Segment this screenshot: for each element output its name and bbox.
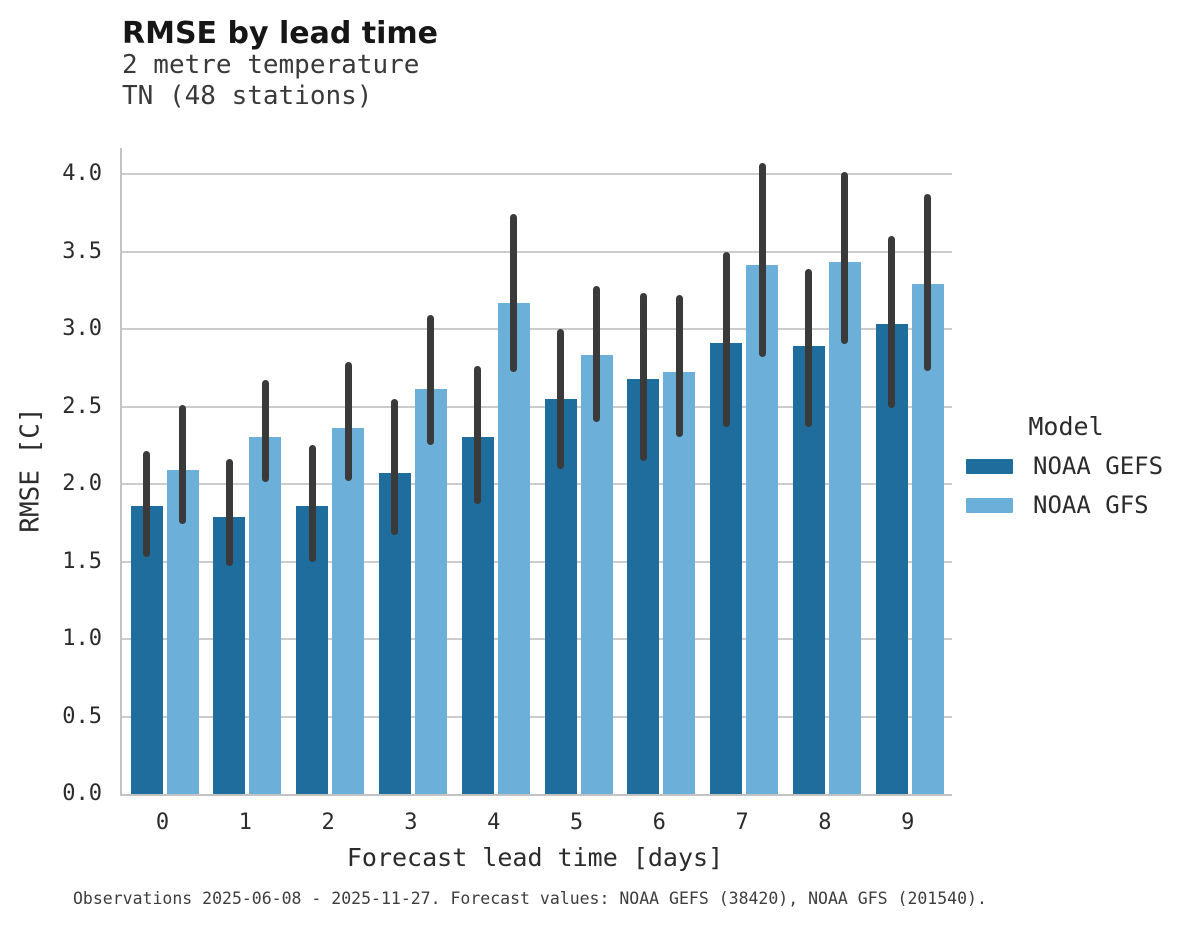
bar-noaa-gfs-lead-2 xyxy=(332,428,365,794)
gridline xyxy=(122,715,952,718)
x-tick-label: 4 xyxy=(487,810,501,835)
plot-area xyxy=(120,148,952,796)
y-tick-label: 3.0 xyxy=(62,316,102,341)
gridline xyxy=(122,483,952,485)
legend-label-gefs: NOAA GEFS xyxy=(1033,452,1164,480)
gridline xyxy=(122,405,952,408)
error-bar xyxy=(888,236,896,409)
x-axis-label: Forecast lead time [days] xyxy=(346,843,724,872)
chart-subtitle-stations: TN (48 stations) xyxy=(122,81,373,111)
error-bar xyxy=(344,361,352,481)
gridline xyxy=(122,328,952,330)
gridline xyxy=(122,173,952,175)
x-tick-label: 5 xyxy=(569,810,584,835)
error-bar xyxy=(675,294,683,438)
error-bar xyxy=(143,451,150,557)
y-tick-label: 2.0 xyxy=(62,471,102,496)
error-bar xyxy=(758,163,766,357)
chart-title: RMSE by lead time xyxy=(122,16,438,51)
error-bar xyxy=(593,285,600,422)
error-bar xyxy=(639,293,647,461)
y-tick-label: 4.0 xyxy=(62,161,102,186)
y-tick-label: 2.5 xyxy=(62,393,102,419)
x-tick-label: 7 xyxy=(735,810,749,835)
legend-item-noaa-gefs: NOAA GEFS xyxy=(966,452,1176,480)
x-tick-label: 9 xyxy=(901,810,915,835)
y-tick-label: 3.5 xyxy=(62,238,102,264)
y-axis-label: RMSE [C] xyxy=(15,407,46,533)
error-bar xyxy=(308,445,316,562)
error-bar xyxy=(427,315,435,446)
error-bar xyxy=(805,268,813,427)
x-tick-label: 0 xyxy=(155,810,170,835)
y-tick-label: 1.0 xyxy=(62,626,102,651)
legend-item-noaa-gfs: NOAA GFS xyxy=(966,491,1176,519)
error-bar xyxy=(557,329,564,469)
error-bar xyxy=(841,172,849,345)
y-tick-label: 0.5 xyxy=(62,703,102,729)
bar-noaa-gfs-lead-8 xyxy=(828,262,861,794)
legend-title: Model xyxy=(1028,412,1104,441)
bar-noaa-gfs-lead-4 xyxy=(497,303,530,794)
bar-noaa-gfs-lead-3 xyxy=(414,389,447,794)
error-bar xyxy=(225,459,233,567)
legend-label-gfs: NOAA GFS xyxy=(1033,491,1149,519)
x-tick-label: 1 xyxy=(238,810,252,835)
error-bar xyxy=(179,404,186,525)
error-bar xyxy=(924,194,932,371)
error-bar xyxy=(261,380,269,483)
legend-swatch-gefs xyxy=(966,458,1013,474)
x-tick-label: 2 xyxy=(321,810,335,835)
bar-noaa-gfs-lead-6 xyxy=(663,372,696,794)
legend: Model NOAA GEFS NOAA GFS xyxy=(966,412,1176,519)
error-bar xyxy=(391,398,399,536)
chart-subtitle-variable: 2 metre temperature xyxy=(122,50,420,80)
x-tick-label: 6 xyxy=(652,810,666,835)
chart-footnote: Observations 2025-06-08 - 2025-11-27. Fo… xyxy=(73,889,987,908)
y-tick-label: 0.0 xyxy=(62,781,102,806)
bar-noaa-gfs-lead-1 xyxy=(249,437,282,794)
x-tick-label: 8 xyxy=(818,810,832,835)
bar-noaa-gfs-lead-5 xyxy=(580,355,613,794)
legend-swatch-gfs xyxy=(966,497,1013,513)
y-tick-label: 1.5 xyxy=(62,548,102,574)
gridline xyxy=(122,560,952,563)
gridline xyxy=(122,250,952,253)
gridline xyxy=(122,638,952,640)
error-bar xyxy=(510,214,518,373)
error-bar xyxy=(722,251,730,427)
error-bar xyxy=(474,366,482,505)
x-tick-label: 3 xyxy=(404,810,418,835)
